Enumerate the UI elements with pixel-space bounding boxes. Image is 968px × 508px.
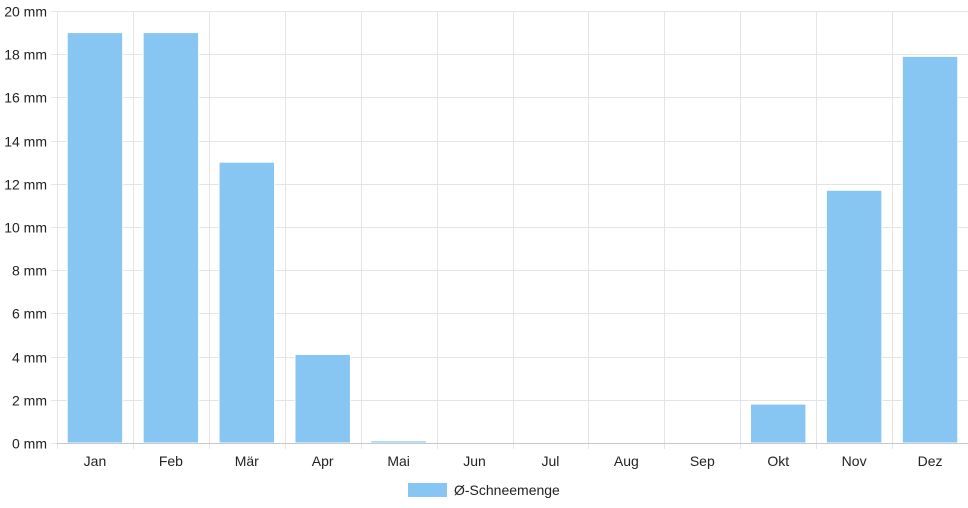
y-tick-label: 12 mm (4, 177, 47, 193)
legend-label[interactable]: Ø-Schneemenge (454, 482, 560, 498)
bar-nov[interactable] (825, 189, 883, 444)
x-tick-label: Sep (690, 453, 715, 469)
bar-feb[interactable] (142, 32, 200, 444)
x-tick-label: Mär (235, 453, 259, 469)
y-tick-label: 10 mm (4, 220, 47, 236)
x-tick-label: Aug (614, 453, 639, 469)
bar-apr[interactable] (294, 353, 351, 444)
x-tick-label: Jan (84, 453, 107, 469)
bar-mär[interactable] (218, 161, 276, 444)
y-tick-label: 16 mm (4, 90, 47, 106)
bar-okt[interactable] (749, 403, 807, 444)
bars-layer (66, 32, 959, 444)
x-tick-label: Apr (312, 453, 334, 469)
y-tick-label: 8 mm (12, 263, 47, 279)
bar-dez[interactable] (901, 55, 959, 444)
y-tick-label: 0 mm (12, 436, 47, 452)
x-tick-label: Nov (842, 453, 867, 469)
y-tick-label: 4 mm (12, 350, 47, 366)
x-tick-label: Okt (767, 453, 789, 469)
bar-mai[interactable] (370, 440, 427, 444)
y-tick-label: 20 mm (4, 4, 47, 20)
x-tick-label: Jul (542, 453, 560, 469)
x-tick-label: Feb (159, 453, 183, 469)
legend-swatch[interactable] (408, 483, 447, 497)
grid-layer (51, 11, 968, 449)
y-tick-label: 18 mm (4, 47, 47, 63)
x-tick-label: Mai (387, 453, 410, 469)
bar-jan[interactable] (66, 32, 124, 444)
x-tick-label: Dez (918, 453, 943, 469)
y-tick-label: 6 mm (12, 306, 47, 322)
x-tick-label: Jun (463, 453, 486, 469)
legend[interactable]: Ø-Schneemenge (408, 482, 560, 498)
y-tick-label: 2 mm (12, 393, 47, 409)
y-tick-label: 14 mm (4, 134, 47, 150)
axis-layer: 0 mm 2 mm 4 mm 6 mm 8 mm 10 mm 12 mm 14 mm 16 mm… (4, 4, 968, 469)
